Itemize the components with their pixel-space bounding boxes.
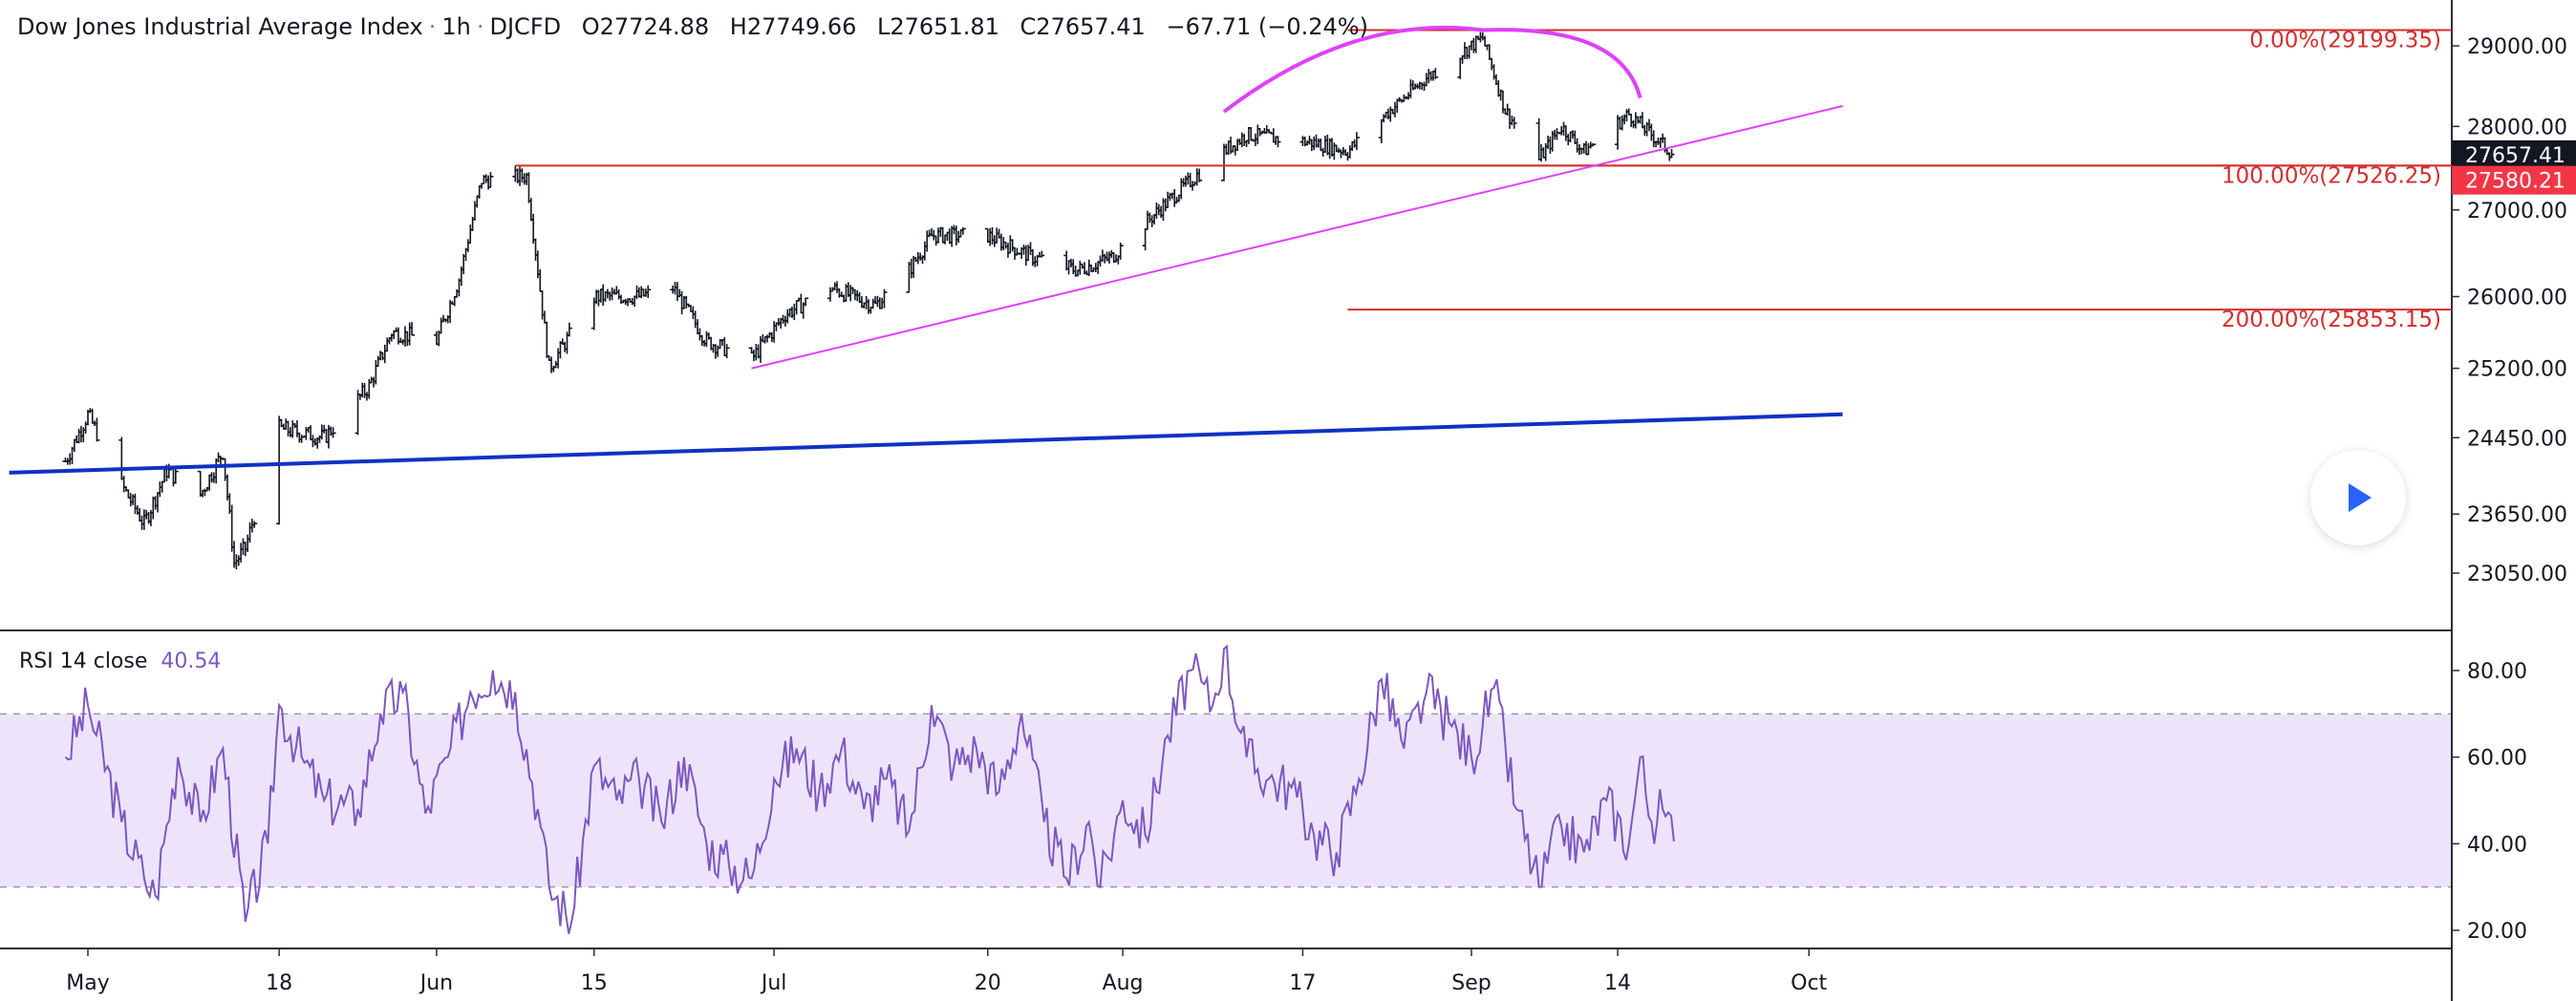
interval-label[interactable]: 1h [441, 13, 471, 40]
replay-play-button[interactable] [2310, 450, 2406, 545]
fib-level-label: 0.00%(29199.35) [2249, 29, 2441, 53]
open-value: 27724.88 [599, 13, 710, 40]
symbol-legend: Dow Jones Industrial Average Index · 1h · DJ… [17, 13, 1368, 40]
rsi-legend: RSI 14 close 40.54 [19, 650, 221, 673]
price-tag-label: 27657.41 [2465, 144, 2565, 168]
rsi-name[interactable]: RSI 14 close [19, 650, 148, 673]
rsi-tick-label: 80.00 [2467, 660, 2527, 684]
open-key: O [581, 13, 600, 40]
fib-level-label: 100.00%(27526.25) [2222, 163, 2441, 188]
ohlc-bar [1432, 68, 1439, 79]
time-tick-label: Oct [1791, 971, 1827, 995]
rsi-line [64, 644, 1675, 934]
ohlc-bar [118, 437, 125, 480]
ohlc-bar [1117, 242, 1124, 260]
price-tag-label: 27580.21 [2465, 170, 2565, 194]
time-tick-label: 14 [1604, 971, 1631, 995]
time-tick-label: 18 [266, 971, 292, 995]
price-tick-label: 28000.00 [2467, 116, 2567, 139]
price-tick-label: 29000.00 [2467, 35, 2567, 59]
trendline-long-term[interactable] [9, 412, 1843, 475]
time-tick-label: Sep [1451, 971, 1491, 995]
high-value: 27749.66 [746, 13, 857, 40]
ohlc-bar [803, 297, 809, 307]
time-tick-label: 17 [1289, 971, 1316, 995]
ohlc-bar [1039, 250, 1045, 258]
low-value: 27651.81 [890, 13, 999, 40]
ohlc-bar [409, 322, 416, 336]
time-tick-label: Aug [1103, 971, 1144, 995]
price-tag-last [2452, 139, 2576, 169]
ohlc-bar [1378, 118, 1385, 144]
price-tick-label: 26000.00 [2467, 287, 2567, 310]
rsi-tick-label: 20.00 [2467, 920, 2527, 944]
time-tick-label: Jun [419, 971, 453, 995]
time-tick-label: 20 [975, 971, 1001, 995]
curve-arc-drawing[interactable] [1222, 25, 1642, 114]
close-key: C [1020, 13, 1037, 40]
ohlc-bar [544, 321, 550, 358]
change-value: −67.71 (−0.24%) [1166, 13, 1368, 40]
ohlc-bar [645, 285, 652, 299]
rsi-tick-label: 60.00 [2467, 747, 2527, 771]
price-tick-label: 24450.00 [2467, 427, 2567, 451]
fib-level-label: 200.00%(25853.15) [2222, 308, 2441, 332]
time-tick-label: 15 [581, 971, 608, 995]
ohlc-bar [1511, 117, 1517, 129]
play-icon [2349, 483, 2372, 512]
ohlc-bar [330, 427, 336, 438]
ohlc-bar [1275, 136, 1281, 148]
ohlc-bar [959, 227, 966, 235]
ohlc-bar [94, 417, 100, 442]
price-tick-label: 23050.00 [2467, 563, 2567, 586]
rsi-value: 40.54 [161, 650, 222, 673]
symbol-name[interactable]: Dow Jones Industrial Average Index [17, 13, 423, 40]
ohlc-bar [1353, 132, 1360, 151]
ohlc-bar [251, 521, 258, 528]
ohlc-bar [723, 344, 730, 358]
low-key: L [877, 13, 891, 40]
price-tick-label: 25200.00 [2467, 358, 2567, 382]
close-value: 27657.41 [1036, 13, 1146, 40]
legend-separator: · [476, 13, 484, 40]
ohlc-bar [1668, 148, 1675, 159]
legend-separator: · [428, 13, 437, 40]
ohlc-bar [487, 172, 494, 188]
price-tag-alert [2452, 165, 2576, 195]
ohlc-bar [1482, 35, 1489, 47]
ohlc-bar [276, 415, 283, 525]
ohlc-bar [1142, 227, 1148, 251]
price-tick-label: 23650.00 [2467, 503, 2567, 527]
high-key: H [729, 13, 747, 40]
ohlc-bar [566, 322, 572, 337]
ohlc-bar [1590, 142, 1597, 147]
time-tick-label: May [66, 971, 109, 995]
price-tick-label: 27000.00 [2467, 200, 2567, 224]
rsi-band [0, 713, 2452, 887]
rsi-tick-label: 40.00 [2467, 833, 2527, 857]
ohlc-bar [1196, 168, 1203, 182]
ohlc-bar [881, 288, 888, 309]
ticker-label: DJCFD [489, 13, 562, 40]
time-tick-label: Jul [760, 971, 787, 995]
trendline-rising[interactable] [751, 105, 1843, 370]
